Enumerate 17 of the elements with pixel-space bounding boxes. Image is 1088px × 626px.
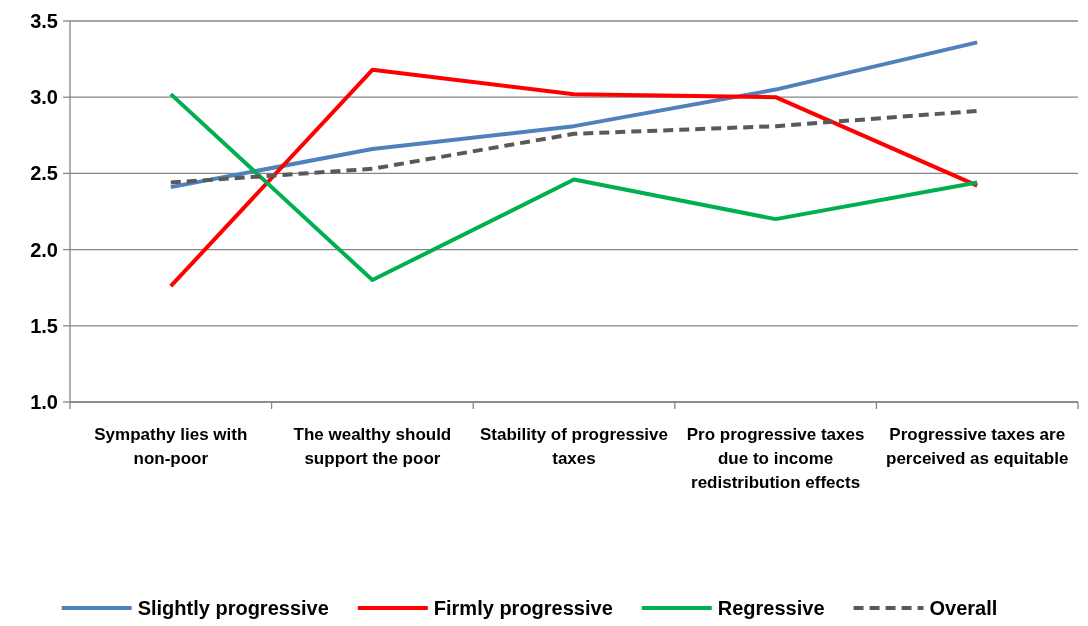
y-tick-label: 1.0 <box>30 391 58 413</box>
line-series <box>168 40 980 190</box>
legend-label: Regressive <box>717 597 825 619</box>
y-tick-label: 3.5 <box>30 10 58 32</box>
x-tick-label: Progressive taxes are perceived as equitable <box>886 425 1069 468</box>
legend-label: Overall <box>929 597 998 619</box>
x-tick-label: Stability of progressive taxes <box>480 425 668 468</box>
x-tick-label: Sympathy lies with non-poor <box>94 425 248 468</box>
y-tick-label: 3.0 <box>30 86 58 109</box>
x-tick-label: The wealthy should support the poor <box>293 425 452 468</box>
line-series <box>168 108 980 185</box>
legend-label: Firmly progressive <box>433 597 613 619</box>
y-tick-label: 2.5 <box>30 162 58 185</box>
y-tick-label: 2.0 <box>30 238 58 261</box>
legend-label: Slightly progressive <box>137 597 329 619</box>
x-tick-label: Pro progressive taxes due to income redistribution effects <box>686 425 865 492</box>
y-tick-label: 1.5 <box>30 314 58 337</box>
